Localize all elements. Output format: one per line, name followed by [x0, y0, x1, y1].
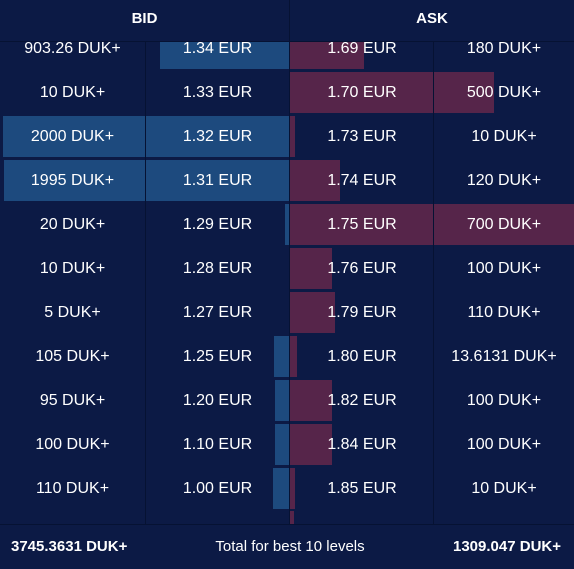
ask-total: 1309.047 DUK+ [453, 538, 561, 555]
ask-price: 1.74 EUR [327, 172, 397, 189]
ask-quantity: 100 DUK+ [466, 392, 542, 409]
ask-price: 1.76 EUR [327, 260, 397, 277]
ask-depth-bar [290, 292, 335, 333]
order-book-row[interactable]: 5 DUK+ 1.27 EUR 1.79 EUR 110 DUK+ [0, 291, 574, 335]
header-divider [289, 0, 290, 41]
center-divider [289, 42, 290, 524]
bid-price: 1.10 EUR [182, 436, 253, 453]
bid-price: 1.27 EUR [182, 304, 253, 321]
order-book-header: BID ASK [0, 0, 574, 42]
order-book-row[interactable]: 1995 DUK+ 1.31 EUR 1.74 EUR 120 DUK+ [0, 159, 574, 203]
bid-quantity: 110 DUK+ [35, 480, 110, 497]
order-book-row[interactable]: 10 DUK+ 1.28 EUR 1.76 EUR 100 DUK+ [0, 247, 574, 291]
bid-depth-bar [274, 336, 289, 377]
bid-price: 1.29 EUR [182, 216, 253, 233]
bid-quantity: 105 DUK+ [35, 348, 110, 365]
bid-quantity: 10 DUK+ [39, 84, 106, 101]
ask-depth-bar [290, 248, 332, 289]
ask-depth-bar [290, 72, 494, 113]
ask-quantity: 100 DUK+ [466, 436, 542, 453]
ask-quantity: 110 DUK+ [467, 304, 541, 321]
bid-quantity: 20 DUK+ [39, 216, 106, 233]
ask-column-title: ASK [416, 10, 448, 27]
ask-price: 1.75 EUR [327, 216, 397, 233]
ask-price: 1.70 EUR [327, 84, 397, 101]
ask-depth-bar [290, 116, 295, 157]
ask-quantity: 180 DUK+ [466, 42, 542, 57]
ask-quantity: 13.6131 DUK+ [451, 348, 557, 365]
ask-depth-bar [290, 204, 574, 245]
ask-quantity: 120 DUK+ [466, 172, 542, 189]
order-book-row[interactable]: 903.26 DUK+ 1.34 EUR 1.69 EUR 180 DUK+ [0, 42, 574, 71]
ask-column-divider [433, 42, 434, 524]
order-book-row[interactable]: 20 DUK+ 1.29 EUR 1.75 EUR 700 DUK+ [0, 203, 574, 247]
bid-total: 3745.3631 DUK+ [11, 538, 128, 555]
ask-depth-bar [290, 336, 297, 377]
ask-depth-bar [290, 160, 340, 201]
bid-depth-bar [285, 204, 289, 245]
ask-price: 1.82 EUR [327, 392, 397, 409]
ask-quantity: 500 DUK+ [466, 84, 542, 101]
bid-price: 1.28 EUR [182, 260, 253, 277]
order-book-row[interactable]: 10 DUK+ 1.33 EUR 1.70 EUR 500 DUK+ [0, 71, 574, 115]
bid-depth-bar [4, 160, 289, 201]
ask-depth-bar [290, 42, 364, 69]
ask-price: 1.85 EUR [327, 480, 397, 497]
ask-quantity: 10 DUK+ [471, 480, 537, 497]
totals-label: Total for best 10 levels [215, 538, 365, 555]
order-book-row[interactable]: 100 DUK+ 1.10 EUR 1.84 EUR 100 DUK+ [0, 423, 574, 467]
bid-depth-bar [3, 116, 289, 157]
bid-depth-bar [273, 468, 289, 509]
ask-price: 1.80 EUR [327, 348, 397, 365]
bid-quantity: 5 DUK+ [44, 304, 101, 321]
bid-price: 1.20 EUR [182, 392, 253, 409]
ask-price: 1.79 EUR [327, 304, 397, 321]
order-book-row[interactable]: 110 DUK+ 1.00 EUR 1.85 EUR 10 DUK+ [0, 467, 574, 511]
order-book-row[interactable]: 105 DUK+ 1.25 EUR 1.80 EUR 13.6131 DUK+ [0, 335, 574, 379]
order-book: 903.26 DUK+ 1.34 EUR 1.69 EUR 180 DUK+ 1… [0, 42, 574, 524]
bid-price: 1.25 EUR [182, 348, 253, 365]
ask-depth-bar [290, 468, 295, 509]
bid-price: 1.31 EUR [182, 172, 253, 189]
ask-depth-bar [290, 424, 332, 465]
ask-price: 1.73 EUR [327, 128, 397, 145]
bid-depth-bar [275, 380, 289, 421]
bid-quantity: 2000 DUK+ [30, 128, 115, 145]
bid-column-title: BID [131, 10, 158, 27]
ask-depth-bar [290, 511, 294, 524]
ask-price: 1.69 EUR [327, 42, 397, 57]
bid-price: 1.34 EUR [182, 42, 253, 57]
ask-quantity: 10 DUK+ [471, 128, 537, 145]
ask-price: 1.84 EUR [327, 436, 397, 453]
order-book-row[interactable]: 95 DUK+ 1.20 EUR 1.82 EUR 100 DUK+ [0, 379, 574, 423]
bid-depth-bar [275, 424, 289, 465]
order-book-row[interactable]: 2000 DUK+ 1.32 EUR 1.73 EUR 10 DUK+ [0, 115, 574, 159]
bid-price: 1.00 EUR [182, 480, 253, 497]
ask-quantity: 700 DUK+ [466, 216, 542, 233]
bid-quantity: 10 DUK+ [39, 260, 106, 277]
bid-quantity: 100 DUK+ [35, 436, 110, 453]
bid-price: 1.32 EUR [182, 128, 253, 145]
bid-quantity: 95 DUK+ [39, 392, 106, 409]
bid-quantity: 903.26 DUK+ [24, 42, 121, 57]
bid-quantity: 1995 DUK+ [30, 172, 115, 189]
bid-depth-bar [160, 42, 289, 69]
bid-column-divider [145, 42, 146, 524]
ask-quantity: 100 DUK+ [466, 260, 542, 277]
bid-price: 1.33 EUR [182, 84, 253, 101]
totals-footer: 3745.3631 DUK+ Total for best 10 levels … [0, 524, 574, 567]
ask-depth-bar [290, 380, 332, 421]
